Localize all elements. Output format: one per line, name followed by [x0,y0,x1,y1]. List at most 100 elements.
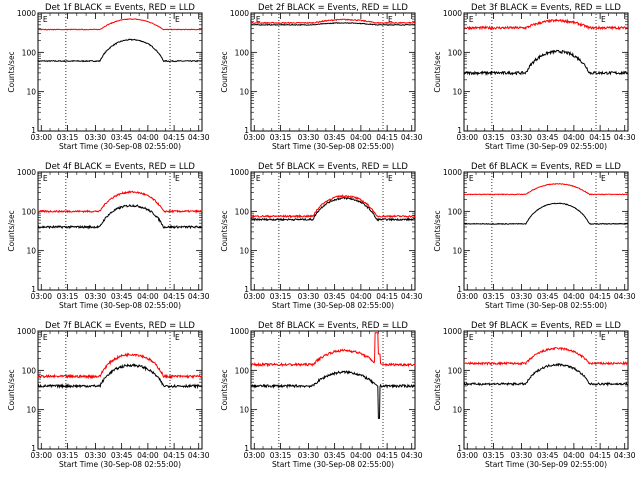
y-tick-label: 1000 [443,327,462,336]
panel-det-3f: Det 3f BLACK = Events, RED = LLD 1 10 100 10… [433,3,636,151]
x-axis-label: Start Time (30-Sep-08 02:55:00) [272,142,394,151]
chart-title: Det 6f BLACK = Events, RED = LLD [471,162,621,172]
x-tick-label: 04:30 [401,133,423,142]
y-tick-label: 100 [22,48,37,57]
event-marker-label: E [175,15,180,24]
event-marker-label: E [256,15,261,24]
chart-title: Det 8f BLACK = Events, RED = LLD [258,321,408,331]
series-line-events [250,22,416,26]
x-axis-label: Start Time (30-Sep-09 02:55:00) [485,460,607,469]
x-tick-label: 03:00 [243,451,265,460]
x-axis-label: Start Time (30-Sep-09 02:55:00) [485,142,607,151]
chart-title: Det 2f BLACK = Events, RED = LLD [258,3,408,13]
panel-det-7f: Det 7f BLACK = Events, RED = LLD 1 10 100 10… [7,321,210,469]
y-tick-label: 100 [448,207,463,216]
panel-det-4f: Det 4f BLACK = Events, RED = LLD 1 10 100 10… [7,162,210,310]
y-tick-label: 1 [457,126,462,135]
series-line-events [37,38,203,63]
x-tick-label: 03:45 [324,292,346,301]
series-line-lld [463,18,628,31]
x-tick-label: 04:00 [563,451,585,460]
series-line-events [37,203,203,230]
x-tick-label: 04:15 [163,292,185,301]
x-tick-label: 03:00 [30,292,52,301]
y-tick-label: 1000 [230,9,249,18]
chart-title: Det 4f BLACK = Events, RED = LLD [45,162,195,172]
x-tick-label: 04:15 [589,451,611,460]
y-tick-label: 10 [452,88,462,97]
x-tick-label: 03:15 [57,451,79,460]
event-marker-label: E [388,174,393,183]
x-tick-label: 04:30 [188,292,210,301]
x-tick-label: 03:15 [57,292,79,301]
series-line-lld [251,18,415,25]
event-marker-label: E [43,15,48,24]
x-tick-label: 04:30 [401,292,423,301]
y-tick-label: 100 [22,207,37,216]
plot-frame [250,330,416,450]
x-tick-label: 03:15 [270,133,292,142]
y-tick-label: 1000 [230,327,249,336]
plot-frame [463,12,629,132]
x-tick-label: 03:45 [111,451,133,460]
panel-det-9f: Det 9f BLACK = Events, RED = LLD 1 10 100 10… [433,321,636,469]
x-tick-label: 03:00 [243,292,265,301]
plot-frame [463,171,629,291]
x-tick-label: 04:15 [589,292,611,301]
x-tick-label: 03:15 [483,292,505,301]
y-tick-label: 1 [31,126,36,135]
x-tick-label: 03:00 [30,133,52,142]
y-axis-label: Counts/sec [220,210,229,251]
event-marker-label: E [469,174,474,183]
y-tick-label: 100 [22,366,37,375]
x-tick-label: 04:15 [376,292,398,301]
event-marker-label: E [601,333,606,342]
series-line-lld [250,193,416,219]
series-line-lld [463,183,629,196]
x-axis-label: Start Time (30-Sep-08 02:55:00) [59,142,181,151]
y-tick-label: 10 [26,88,36,97]
panel-det-8f: Det 8f BLACK = Events, RED = LLD 1 10 100 10… [220,321,423,469]
x-tick-label: 04:15 [376,133,398,142]
event-marker-label: E [601,15,606,24]
x-tick-label: 03:45 [111,292,133,301]
x-tick-label: 03:00 [456,451,478,460]
y-tick-label: 100 [448,366,463,375]
event-marker-label: E [256,174,261,183]
plot-frame [37,12,203,132]
y-tick-label: 1 [31,285,36,294]
y-axis-label: Counts/sec [7,51,16,92]
y-tick-label: 1 [457,285,462,294]
x-tick-label: 03:30 [85,451,107,460]
series-line-lld [37,18,202,31]
series-line-events [37,363,203,390]
y-tick-label: 1000 [443,9,462,18]
x-tick-label: 03:00 [456,133,478,142]
x-tick-label: 03:15 [483,451,505,460]
x-tick-label: 03:15 [57,133,79,142]
series-line-events [250,196,416,222]
x-tick-label: 03:15 [270,292,292,301]
y-axis-label: Counts/sec [7,210,16,251]
x-tick-label: 03:00 [30,451,52,460]
y-tick-label: 10 [452,247,462,256]
y-tick-label: 10 [452,406,462,415]
x-tick-label: 03:30 [511,451,533,460]
y-tick-label: 1000 [230,168,249,177]
y-tick-label: 10 [239,406,249,415]
series-line-events [463,49,629,76]
series-line-lld [463,346,629,366]
y-tick-label: 10 [239,88,249,97]
x-tick-label: 03:45 [537,133,559,142]
panel-det-5f: Det 5f BLACK = Events, RED = LLD 1 10 100 10… [220,162,423,310]
event-marker-label: E [469,333,474,342]
plot-frame [250,171,416,291]
x-axis-label: Start Time (30-Sep-08 02:55:00) [59,301,181,310]
x-tick-label: 04:30 [614,133,636,142]
y-tick-label: 100 [235,207,250,216]
y-tick-label: 1000 [443,168,462,177]
x-tick-label: 03:00 [243,133,265,142]
plot-frame [463,330,629,450]
x-tick-label: 03:30 [298,292,320,301]
x-tick-label: 03:30 [298,133,320,142]
